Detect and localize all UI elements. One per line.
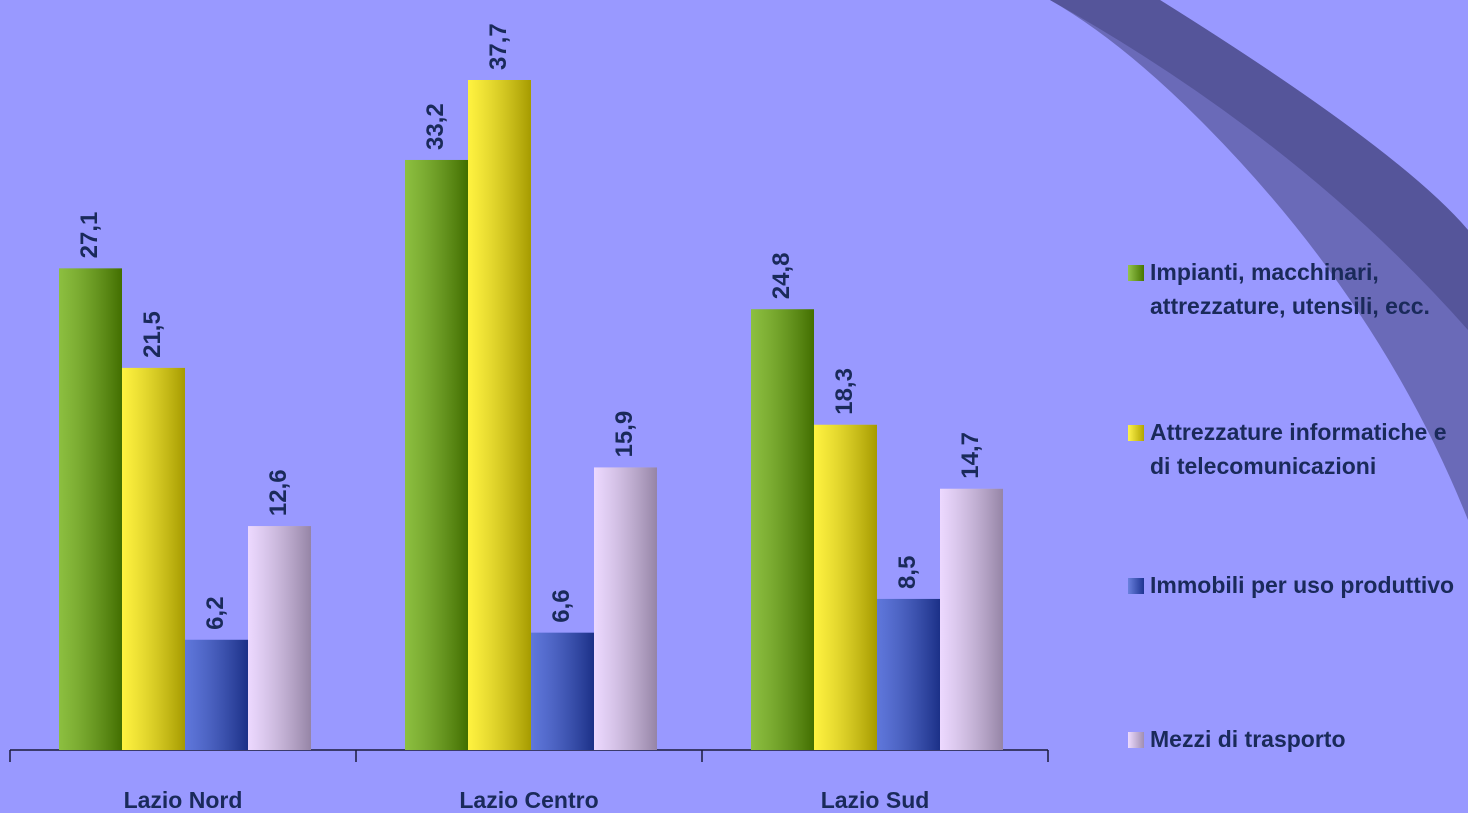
- data-label: 37,7: [485, 23, 512, 70]
- data-label: 24,8: [768, 253, 795, 300]
- data-label: 15,9: [611, 411, 638, 458]
- legend-item: Immobili per uso produttivo: [1128, 568, 1458, 602]
- legend-swatch: [1128, 578, 1144, 594]
- legend-label: Attrezzature informatiche e di telecomun…: [1150, 419, 1447, 479]
- bar-shade: [59, 268, 122, 750]
- data-label: 12,6: [265, 469, 292, 516]
- bar-shade: [877, 598, 940, 750]
- bar-shade: [405, 159, 468, 750]
- bar-shade: [531, 632, 594, 750]
- legend-label: Mezzi di trasporto: [1150, 726, 1346, 752]
- x-tick-label: Lazio Centro: [459, 787, 598, 813]
- legend-swatch: [1128, 265, 1144, 281]
- bar-shade: [594, 467, 657, 750]
- bar-shade: [185, 639, 248, 750]
- legend-label: Immobili per uso produttivo: [1150, 572, 1455, 598]
- data-label: 21,5: [139, 311, 166, 358]
- data-label: 27,1: [76, 212, 103, 259]
- legend-label: Impianti, macchinari, attrezzature, uten…: [1150, 259, 1430, 319]
- bar-shade: [468, 80, 531, 750]
- bar-shade: [751, 309, 814, 750]
- data-label: 8,5: [894, 556, 921, 589]
- decoration: [1050, 0, 1468, 330]
- legend-item: Impianti, macchinari, attrezzature, uten…: [1128, 255, 1458, 323]
- data-label: 6,2: [202, 596, 229, 629]
- x-tick-label: Lazio Nord: [124, 787, 243, 813]
- data-label: 18,3: [831, 368, 858, 415]
- bar-shade: [122, 367, 185, 750]
- x-tick-label: Lazio Sud: [821, 787, 930, 813]
- bar-shade: [940, 488, 1003, 750]
- bar-shade: [814, 424, 877, 750]
- data-label: 6,6: [548, 589, 575, 622]
- legend-swatch: [1128, 732, 1144, 748]
- legend-item: Mezzi di trasporto: [1128, 722, 1458, 756]
- legend-item: Attrezzature informatiche e di telecomun…: [1128, 415, 1458, 483]
- bar-shade: [248, 526, 311, 750]
- data-label: 33,2: [422, 103, 449, 150]
- data-label: 14,7: [957, 432, 984, 479]
- legend-swatch: [1128, 425, 1144, 441]
